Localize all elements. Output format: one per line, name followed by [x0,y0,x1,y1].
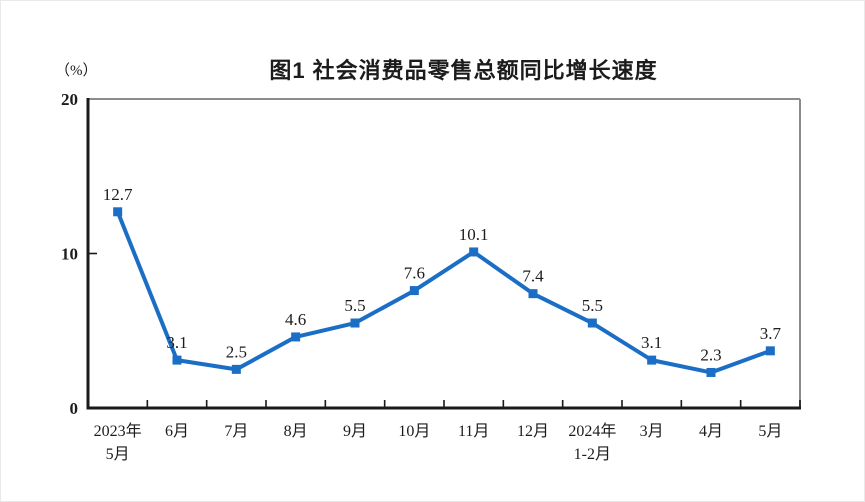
x-axis-tick-label: 8月 [284,423,308,440]
data-point-marker [469,247,479,257]
x-axis-tick-label: 6月 [165,423,189,440]
data-point-marker [291,332,301,342]
x-axis-tick-label: 7月 [224,423,248,440]
data-point-value-label: 7.6 [404,264,425,283]
data-point-value-label: 5.5 [344,296,365,315]
x-axis-tick-label: 12月 [517,423,549,440]
y-axis-tick-label: 10 [61,245,78,264]
data-point-marker [647,355,657,365]
data-point-value-label: 7.4 [522,267,544,286]
y-axis-tick-label: 0 [70,399,79,418]
x-axis-tick-label: 9月 [343,423,367,440]
data-point-marker [350,318,360,328]
x-axis-tick-label: 2024年 [568,422,616,440]
data-point-value-label: 3.1 [166,333,187,352]
data-point-marker [172,355,182,365]
data-point-value-label: 2.5 [226,342,247,361]
data-point-value-label: 10.1 [459,225,489,244]
data-point-marker [528,289,538,299]
data-line [115,209,773,375]
x-axis-tick-label: 1-2月 [574,446,611,463]
data-point-value-label: 2.3 [700,345,721,364]
x-axis-tick-label: 3月 [640,423,664,440]
data-point-marker [706,367,716,377]
chart-title: 图1 社会消费品零售总额同比增长速度 [269,58,658,83]
data-point-marker [587,318,597,328]
data-point-marker [231,364,241,374]
data-point-value-label: 12.7 [103,185,133,204]
y-axis-unit-label: （%） [55,63,98,79]
y-axis-tick-label: 20 [61,90,78,109]
x-axis-tick-label: 5月 [758,423,782,440]
data-point-marker [409,286,419,296]
data-point-value-label: 5.5 [582,296,603,315]
data-point-value-label: 4.6 [285,310,306,329]
x-axis-tick-label: 4月 [699,423,723,440]
data-point-marker [765,346,775,356]
data-point-value-label: 3.1 [641,333,662,352]
x-axis-tick-label: 10月 [398,423,430,440]
data-point-marker [113,207,123,217]
x-axis-tick-label: 5月 [106,446,130,463]
x-axis-tick-label: 2023年 [94,422,142,440]
x-axis-tick-label: 11月 [458,423,489,440]
data-point-value-label: 3.7 [760,324,782,343]
